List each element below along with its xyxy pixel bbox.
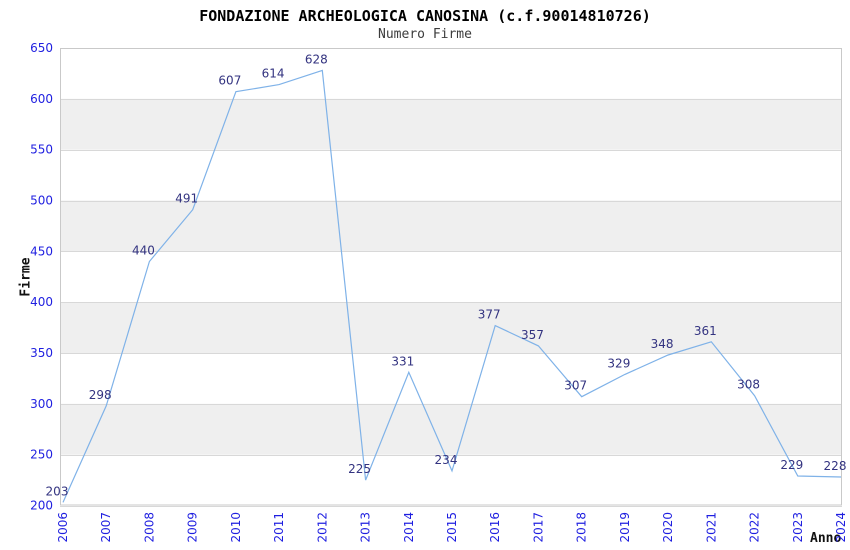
x-tick-label: 2022 — [748, 512, 762, 543]
x-tick-label: 2013 — [359, 512, 373, 543]
x-tick-label: 2007 — [99, 512, 113, 543]
x-tick-label: 2020 — [661, 512, 675, 543]
x-tick-label: 2021 — [704, 512, 718, 543]
data-point-label: 298 — [89, 388, 112, 402]
y-tick-label: 650 — [30, 41, 53, 55]
plot-band — [60, 200, 842, 252]
plot-band — [60, 98, 842, 150]
data-point-label: 329 — [607, 356, 630, 370]
x-tick-label: 2015 — [445, 512, 459, 543]
chart-title: FONDAZIONE ARCHEOLOGICA CANOSINA (c.f.90… — [199, 7, 651, 25]
y-tick-label: 500 — [30, 194, 53, 208]
data-point-label: 348 — [651, 337, 674, 351]
x-tick-label: 2008 — [142, 512, 156, 543]
x-tick-label: 2010 — [229, 512, 243, 543]
y-tick-label: 600 — [30, 92, 53, 106]
x-tick-label: 2016 — [488, 512, 502, 543]
y-tick-label: 450 — [30, 244, 53, 258]
y-tick-label: 300 — [30, 397, 53, 411]
x-tick-label: 2023 — [791, 512, 805, 543]
data-point-label: 377 — [478, 308, 501, 322]
data-point-label: 203 — [46, 484, 69, 498]
data-point-label: 357 — [521, 328, 544, 342]
data-point-label: 229 — [780, 458, 803, 472]
x-tick-label: 2019 — [618, 512, 632, 543]
x-tick-label: 2024 — [834, 512, 848, 543]
plot-band — [60, 302, 842, 353]
y-tick-label: 250 — [30, 448, 53, 462]
x-tick-label: 2009 — [186, 512, 200, 543]
data-point-label: 228 — [824, 459, 847, 473]
data-point-label: 308 — [737, 378, 760, 392]
plot-band — [60, 403, 842, 455]
y-tick-label: 350 — [30, 346, 53, 360]
x-tick-label: 2014 — [402, 512, 416, 543]
data-point-label: 440 — [132, 244, 155, 258]
series-line — [62, 69, 842, 503]
data-point-label: 361 — [694, 324, 717, 338]
data-point-label: 607 — [218, 74, 241, 88]
x-tick-label: 2017 — [531, 512, 545, 543]
y-tick-label: 400 — [30, 295, 53, 309]
data-point-label: 491 — [175, 192, 198, 206]
y-tick-label: 550 — [30, 143, 53, 157]
chart-subtitle: Numero Firme — [378, 27, 472, 42]
data-point-label: 331 — [391, 354, 414, 368]
data-point-label: 234 — [435, 453, 458, 467]
data-point-label: 628 — [305, 52, 328, 66]
y-tick-label: 200 — [30, 499, 53, 513]
x-tick-label: 2011 — [272, 512, 286, 543]
x-tick-label: 2006 — [56, 512, 70, 543]
data-point-label: 614 — [262, 67, 285, 81]
x-tick-label: 2012 — [315, 512, 329, 543]
x-tick-label: 2018 — [575, 512, 589, 543]
x-axis-title: Anno — [810, 531, 842, 546]
data-point-label: 225 — [348, 462, 371, 476]
data-point-label: 307 — [564, 379, 587, 393]
plot-border — [60, 48, 842, 506]
